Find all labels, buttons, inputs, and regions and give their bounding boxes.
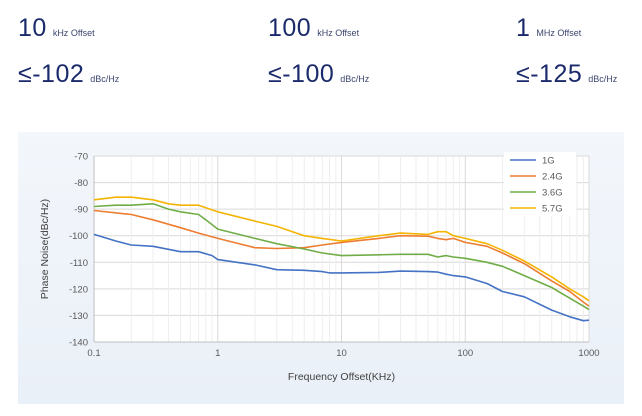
spec-1mhz: 1 MHz Offset	[516, 14, 581, 43]
x-tick-label: 1	[215, 348, 220, 359]
noise-value: ≤-102	[18, 60, 85, 88]
y-tick-label: -140	[69, 338, 88, 349]
spec-100khz: 100 kHz Offset	[268, 14, 359, 43]
legend-box	[504, 152, 576, 216]
x-tick-label: 0.1	[87, 348, 100, 359]
offset-value: 10	[18, 14, 47, 42]
legend-label: 3.6G	[542, 188, 563, 199]
chart-panel: -70 -80 -90 -100 -110 -120 -130 -140 0.1 1 10 100 10…	[18, 132, 624, 404]
spec-1mhz-noise: ≤-125 dBc/Hz	[516, 60, 617, 89]
noise-unit: dBc/Hz	[588, 74, 618, 84]
offset-unit: kHz Offset	[317, 28, 360, 38]
x-tick-label: 100	[457, 348, 473, 359]
series-line-3.6G	[93, 203, 590, 311]
series-line-5.7G	[93, 196, 590, 302]
series-line-1G	[93, 233, 590, 322]
noise-unit: dBc/Hz	[90, 74, 120, 84]
y-tick-label: -70	[74, 152, 88, 163]
x-tick-label: 10	[336, 348, 347, 359]
legend-label: 2.4G	[542, 172, 563, 183]
noise-unit: dBc/Hz	[340, 74, 370, 84]
offset-unit: kHz Offset	[52, 28, 95, 38]
y-tick-label: -80	[74, 178, 88, 189]
spec-10khz: 10 kHz Offset	[18, 14, 95, 43]
spec-100khz-noise: ≤-100 dBc/Hz	[268, 60, 369, 89]
offset-value: 100	[268, 14, 312, 42]
y-tick-label: -120	[69, 284, 88, 295]
spec-10khz-noise: ≤-102 dBc/Hz	[18, 60, 119, 89]
series-line-2.4G	[93, 209, 590, 307]
legend-label: 5.7G	[542, 204, 563, 215]
noise-value: ≤-125	[516, 60, 583, 88]
y-tick-label: -130	[69, 311, 88, 322]
y-tick-label: -110	[70, 258, 88, 269]
offset-unit: MHz Offset	[536, 28, 582, 38]
x-axis-title: Frequency Offset(KHz)	[288, 371, 395, 383]
noise-value: ≤-100	[268, 60, 335, 88]
offset-value: 1	[516, 14, 531, 42]
x-tick-label: 1000	[578, 348, 599, 359]
y-axis-title: Phase Noise(dBc/Hz)	[39, 199, 51, 299]
legend-label: 1G	[542, 156, 555, 167]
y-tick-label: -90	[74, 205, 88, 216]
y-tick-label: -100	[69, 231, 88, 242]
